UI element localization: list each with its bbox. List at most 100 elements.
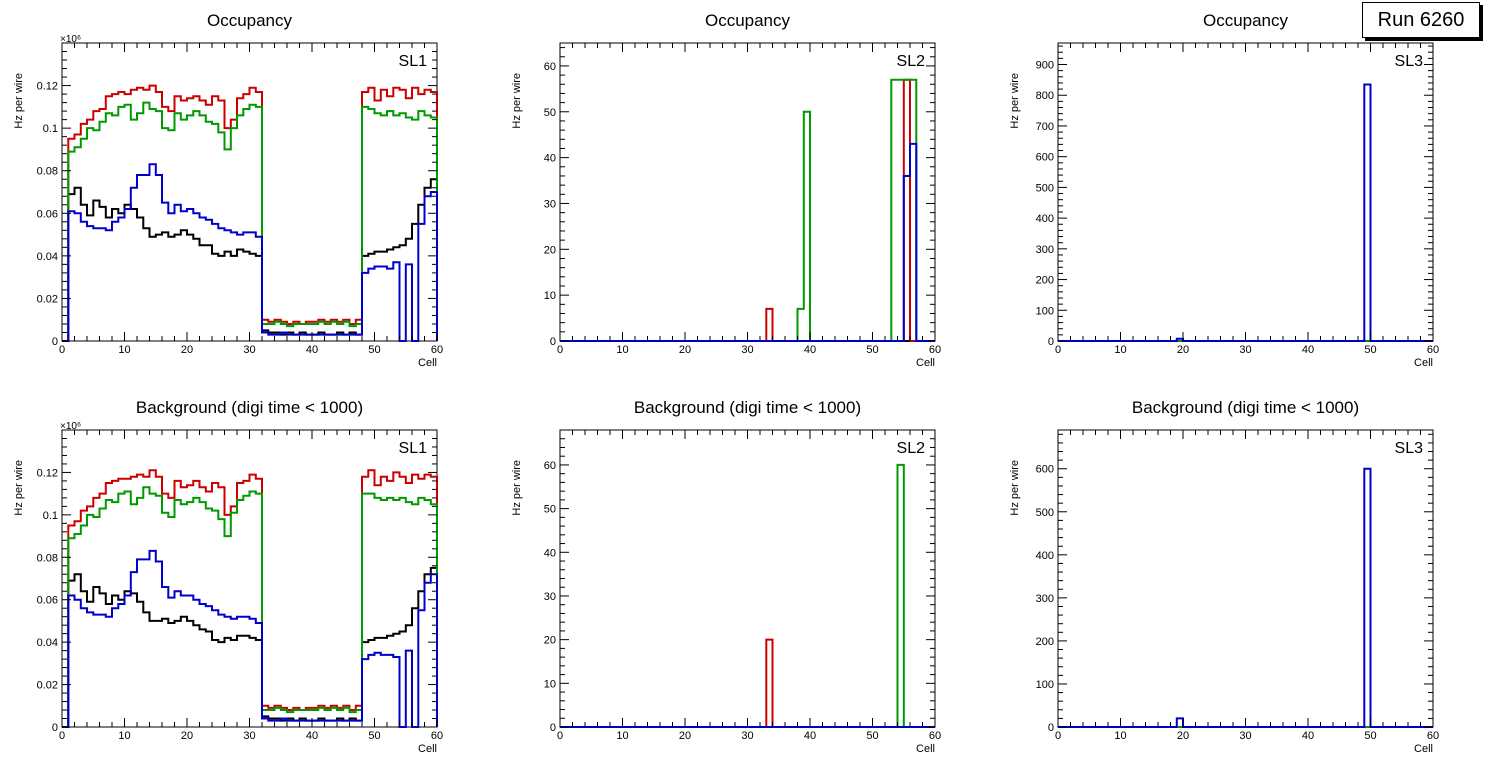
series-layer1	[62, 178, 438, 342]
y-axis-label: Hz per wire	[511, 73, 523, 129]
y-tick-label: 0	[1048, 336, 1054, 348]
y-tick-label: 0.08	[37, 166, 58, 178]
x-tick-label: 60	[929, 730, 941, 742]
y-tick-label: 900	[1036, 60, 1054, 72]
panel-title: Occupancy	[705, 11, 791, 30]
superlayer-label: SL3	[1395, 53, 1424, 70]
series-layer4	[560, 142, 935, 342]
x-tick-label: 10	[118, 344, 130, 356]
y-tick-label: 100	[1036, 305, 1054, 317]
y-tick-label: 60	[544, 460, 556, 472]
x-tick-label: 20	[1177, 344, 1189, 356]
x-axis-label: Cell	[1414, 357, 1433, 369]
y-tick-label: 500	[1036, 507, 1054, 519]
y-axis-label: Hz per wire	[13, 73, 25, 129]
x-tick-label: 10	[616, 344, 628, 356]
series-layer4	[1058, 467, 1433, 728]
y-tick-label: 400	[1036, 550, 1054, 562]
y-tick-label: 300	[1036, 593, 1054, 605]
x-tick-label: 30	[1239, 344, 1251, 356]
y-tick-label: 300	[1036, 244, 1054, 256]
x-tick-label: 10	[1114, 344, 1126, 356]
x-tick-label: 50	[866, 344, 878, 356]
y-tick-label: 500	[1036, 182, 1054, 194]
y-tick-label: 0	[550, 336, 556, 348]
y-axis-label: Hz per wire	[511, 460, 523, 516]
superlayer-label: SL3	[1395, 440, 1424, 457]
plot-frame	[559, 429, 936, 728]
x-tick-label: 60	[431, 730, 443, 742]
histogram-panel-4: Background (digi time < 1000) 0 10 20 30 40 50…	[13, 398, 443, 755]
superlayer-label: SL2	[897, 53, 926, 70]
x-tick-label: 40	[804, 344, 816, 356]
series-layer2	[62, 469, 438, 728]
y-tick-label: 10	[544, 290, 556, 302]
x-tick-label: 60	[431, 344, 443, 356]
plot-frame	[1057, 42, 1434, 342]
y-axis-multiplier: ×10⁶	[60, 421, 81, 432]
x-tick-label: 60	[1427, 344, 1439, 356]
plot-frame	[1057, 429, 1434, 728]
y-axis-label: Hz per wire	[1009, 73, 1021, 129]
x-tick-label: 50	[1364, 730, 1376, 742]
superlayer-label: SL2	[897, 440, 926, 457]
x-tick-label: 0	[1055, 730, 1061, 742]
series-layer2	[560, 78, 935, 342]
y-tick-label: 800	[1036, 90, 1054, 102]
y-tick-label: 0.04	[37, 251, 58, 263]
y-tick-label: 0.08	[37, 552, 58, 564]
y-tick-label: 200	[1036, 275, 1054, 287]
x-tick-label: 30	[243, 344, 255, 356]
y-tick-label: 40	[544, 153, 556, 165]
y-tick-label: 0	[52, 722, 58, 734]
panel-title: Background (digi time < 1000)	[136, 398, 363, 417]
x-tick-label: 0	[557, 730, 563, 742]
x-tick-label: 0	[59, 344, 65, 356]
y-tick-label: 0.12	[37, 81, 58, 93]
x-tick-label: 50	[866, 730, 878, 742]
y-tick-label: 40	[544, 547, 556, 559]
y-tick-label: 0.12	[37, 467, 58, 479]
series-layer2	[560, 638, 935, 728]
y-tick-label: 60	[544, 61, 556, 73]
y-tick-label: 0.02	[37, 293, 58, 305]
x-tick-label: 40	[804, 730, 816, 742]
x-axis-label: Cell	[418, 357, 437, 369]
x-tick-label: 20	[1177, 730, 1189, 742]
x-tick-label: 30	[741, 730, 753, 742]
plot-frame	[559, 42, 936, 342]
y-tick-label: 50	[544, 107, 556, 119]
y-tick-label: 0.06	[37, 208, 58, 220]
x-tick-label: 30	[741, 344, 753, 356]
y-tick-label: 50	[544, 504, 556, 516]
x-tick-label: 40	[1302, 730, 1314, 742]
x-tick-label: 0	[59, 730, 65, 742]
x-tick-label: 0	[1055, 344, 1061, 356]
x-axis-label: Cell	[418, 743, 437, 755]
series-layer4	[1058, 83, 1433, 342]
y-tick-label: 600	[1036, 152, 1054, 164]
x-tick-label: 30	[1239, 730, 1251, 742]
y-tick-label: 400	[1036, 213, 1054, 225]
series-layer4	[62, 163, 438, 342]
run-number-label: Run 6260	[1362, 2, 1480, 38]
y-axis-multiplier: ×10⁶	[60, 34, 81, 45]
x-tick-label: 0	[557, 344, 563, 356]
series-layer3	[560, 78, 935, 342]
y-axis-label: Hz per wire	[13, 460, 25, 516]
x-tick-label: 60	[1427, 730, 1439, 742]
y-tick-label: 200	[1036, 636, 1054, 648]
superlayer-label: SL1	[399, 53, 428, 70]
x-tick-label: 10	[118, 730, 130, 742]
x-tick-label: 40	[306, 730, 318, 742]
series-layer2	[62, 84, 438, 342]
x-axis-label: Cell	[916, 357, 935, 369]
y-tick-label: 600	[1036, 464, 1054, 476]
series-layer3	[560, 463, 935, 728]
x-tick-label: 20	[181, 344, 193, 356]
y-tick-label: 700	[1036, 121, 1054, 133]
y-tick-label: 0.1	[43, 123, 58, 135]
